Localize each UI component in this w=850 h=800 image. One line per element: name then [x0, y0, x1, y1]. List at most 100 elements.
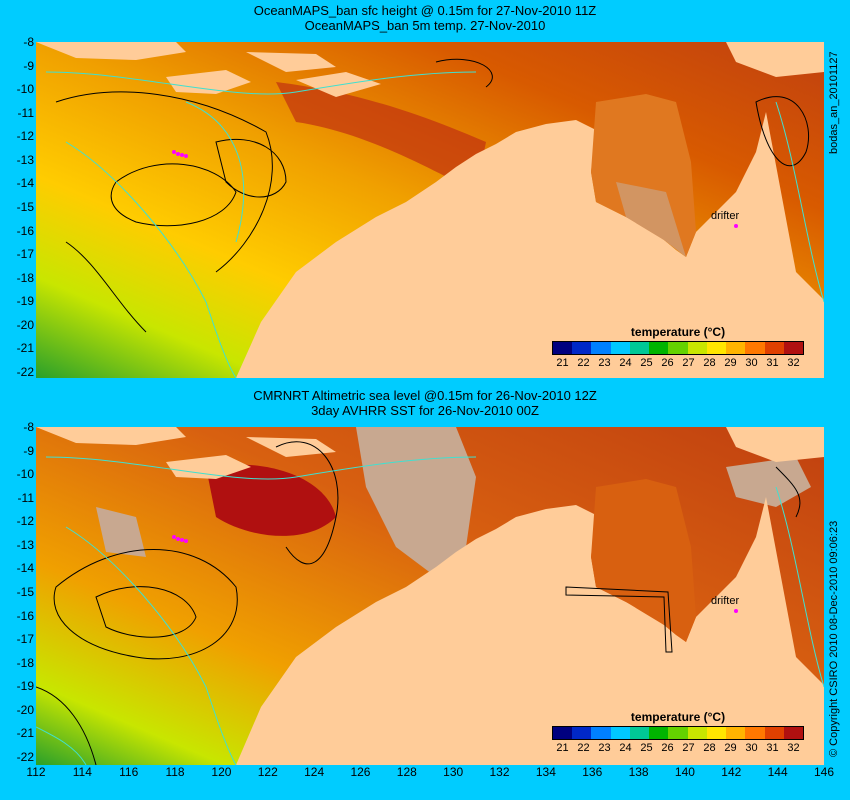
legend-tick-label: 28 — [703, 742, 716, 754]
y-tick-label: -14 — [16, 561, 34, 576]
contour-black — [55, 91, 273, 273]
warm-water-region — [206, 464, 336, 536]
x-tick-label: 130 — [443, 765, 464, 779]
x-tick-label: 126 — [350, 765, 371, 779]
legend-tick-label: 21 — [556, 742, 569, 754]
y-tick-label: -15 — [16, 585, 34, 599]
y-tick-label: -10 — [16, 467, 34, 482]
data-box-outline — [565, 586, 673, 653]
y-tick-label: -12 — [16, 129, 34, 144]
contour-black — [53, 549, 238, 660]
legend-tick-label: 26 — [661, 357, 674, 369]
colorbar-swatch — [649, 727, 669, 739]
legend-tick-label: 31 — [766, 357, 779, 369]
gulf-of-carpentaria — [591, 479, 696, 642]
cloud-no-data — [356, 427, 476, 577]
top-legend: temperature (°C) 21 22 23 24 25 26 27 28 29 30 31 3… — [552, 325, 804, 369]
drifter-marker — [172, 150, 176, 154]
legend-tick-label: 26 — [661, 742, 674, 754]
top-title-line2: OceanMAPS_ban 5m temp. 27-Nov-2010 — [304, 18, 546, 33]
legend-title: temperature (°C) — [630, 710, 726, 724]
drifter-marker — [180, 538, 184, 542]
y-tick-label: -16 — [16, 223, 34, 238]
colorbar-swatch — [764, 342, 784, 354]
legend-tick-label: 31 — [766, 742, 779, 754]
colorbar-swatch — [553, 342, 573, 354]
x-tick-label: 128 — [396, 765, 417, 779]
x-tick-label: 136 — [582, 765, 603, 779]
y-tick-label: -20 — [16, 317, 34, 332]
x-tick-label: 114 — [72, 765, 92, 779]
colorbar-swatch — [745, 727, 765, 739]
new-guinea-land — [726, 427, 824, 462]
x-tick-label: 120 — [211, 765, 232, 779]
y-tick-label: -18 — [16, 270, 34, 285]
contour-cyan — [775, 101, 824, 303]
x-tick-label: 146 — [813, 765, 835, 779]
x-tick-label: 144 — [767, 765, 788, 779]
colorbar-swatch — [687, 727, 707, 739]
y-tick-label: -9 — [23, 443, 34, 458]
legend-tick-label: 25 — [640, 742, 653, 754]
drifter-marker — [184, 154, 188, 158]
colorbar-swatch — [572, 727, 592, 739]
colorbar-swatch — [745, 342, 765, 354]
y-tick-label: -12 — [16, 514, 34, 529]
y-tick-label: -8 — [23, 35, 34, 49]
contour-black — [110, 163, 237, 227]
y-tick-label: -13 — [16, 152, 34, 167]
bottom-title-line1: CMRNRT Altimetric sea level @0.15m for 2… — [253, 388, 597, 403]
java-island — [36, 427, 186, 445]
top-title-line1: OceanMAPS_ban sfc height @ 0.15m for 27-… — [253, 3, 597, 18]
legend-tick-label: 28 — [703, 357, 716, 369]
y-tick-label: -8 — [23, 420, 34, 434]
colorbar-swatch — [591, 342, 611, 354]
y-tick-label: -14 — [16, 176, 34, 191]
legend-tick-label: 27 — [682, 357, 695, 369]
drifter-label-top: drifter — [711, 210, 740, 222]
bottom-title-line2: 3day AVHRR SST for 26-Nov-2010 00Z — [311, 403, 539, 418]
colorbar-swatch — [668, 342, 688, 354]
drifter-marker — [184, 539, 188, 543]
y-tick-label: -20 — [16, 702, 34, 717]
y-tick-label: -19 — [16, 294, 34, 309]
drifter-marker — [180, 153, 184, 157]
sumba-island — [166, 455, 251, 479]
legend-title: temperature (°C) — [630, 325, 726, 339]
x-tick-label: 112 — [26, 765, 46, 779]
legend-tick-label: 29 — [724, 742, 737, 754]
x-tick-label: 116 — [119, 765, 139, 779]
x-tick-label: 140 — [674, 765, 695, 779]
legend-tick-label: 32 — [787, 742, 800, 754]
colorbar-swatch — [629, 727, 650, 739]
contour-black — [435, 58, 493, 88]
drifter-marker — [734, 224, 738, 228]
x-tick-label: 122 — [257, 765, 278, 779]
drifter-label-bottom: drifter — [711, 595, 740, 607]
colorbar-swatch — [706, 342, 727, 354]
top-map — [36, 42, 824, 378]
y-tick-label: -13 — [16, 537, 34, 552]
legend-tick-label: 22 — [577, 742, 590, 754]
legend-tick-label: 30 — [745, 742, 758, 754]
colorbar-swatch — [629, 342, 650, 354]
contour-cyan — [45, 71, 477, 95]
cloud-no-data — [726, 457, 811, 507]
y-tick-label: -9 — [23, 58, 34, 73]
legend-tick-label: 23 — [598, 357, 611, 369]
legend-tick-label: 24 — [619, 742, 632, 754]
colorbar-swatch — [649, 342, 669, 354]
legend-tick-label: 21 — [556, 357, 569, 369]
drifter-marker — [172, 535, 176, 539]
legend-tick-label: 24 — [619, 357, 632, 369]
y-tick-label: -16 — [16, 608, 34, 623]
drifter-marker — [176, 152, 180, 156]
legend-tick-label: 27 — [682, 742, 695, 754]
drifter-marker — [176, 537, 180, 541]
y-tick-label: -22 — [16, 365, 34, 379]
x-tick-label: 138 — [628, 765, 649, 779]
x-tick-label: 132 — [489, 765, 510, 779]
legend-tick-label: 29 — [724, 357, 737, 369]
y-tick-label: -19 — [16, 679, 34, 694]
legend-tick-label: 32 — [787, 357, 800, 369]
